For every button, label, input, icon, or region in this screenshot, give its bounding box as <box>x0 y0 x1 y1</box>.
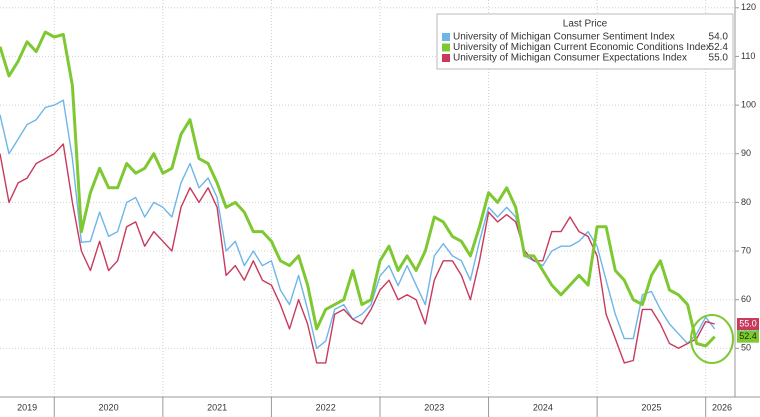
y-tick-label: 50 <box>741 343 751 353</box>
legend-label: University of Michigan Current Economic … <box>453 42 711 53</box>
y-tick-label: 60 <box>741 294 751 304</box>
y-tick-label: 70 <box>741 245 751 255</box>
legend-value: 55.0 <box>709 53 729 64</box>
last-value-tag <box>737 318 759 331</box>
legend-swatch <box>442 33 450 41</box>
x-tick-label: 2022 <box>316 402 336 412</box>
lines <box>0 30 716 364</box>
x-tick-label: 2025 <box>641 402 661 412</box>
x-tick-label: 2024 <box>533 402 553 412</box>
highlight-circle <box>690 314 734 364</box>
y-tick-label: 120 <box>741 2 756 12</box>
last-value-tag-label: 52.4 <box>739 331 757 341</box>
y-tick-label: 90 <box>741 148 751 158</box>
legend-label: University of Michigan Consumer Sentimen… <box>453 32 675 43</box>
last-value-tag-label: 55.0 <box>739 318 757 328</box>
legend-box <box>436 13 734 70</box>
legend-label: University of Michigan Consumer Expectat… <box>453 53 687 64</box>
y-tick-label: 80 <box>741 197 751 207</box>
x-tick-label: 2021 <box>207 402 227 412</box>
legend-swatch <box>442 54 450 62</box>
x-tick-label: 2020 <box>99 402 119 412</box>
legend-title: Last Price <box>563 19 608 30</box>
x-tick-label: 2026 <box>712 402 732 412</box>
y-tick-label: 110 <box>741 51 755 61</box>
last-value-tag <box>737 330 759 343</box>
legend-swatch <box>442 43 450 52</box>
x-tick-label: 2023 <box>424 402 444 412</box>
y-tick-label: 100 <box>741 99 756 109</box>
legend: Last Price University of Michigan Consum… <box>436 13 734 70</box>
legend-value: 52.4 <box>709 42 729 53</box>
series-line <box>0 30 716 348</box>
series-line <box>0 143 715 364</box>
x-tick-label: 2019 <box>17 402 37 412</box>
legend-value: 54.0 <box>709 32 729 43</box>
